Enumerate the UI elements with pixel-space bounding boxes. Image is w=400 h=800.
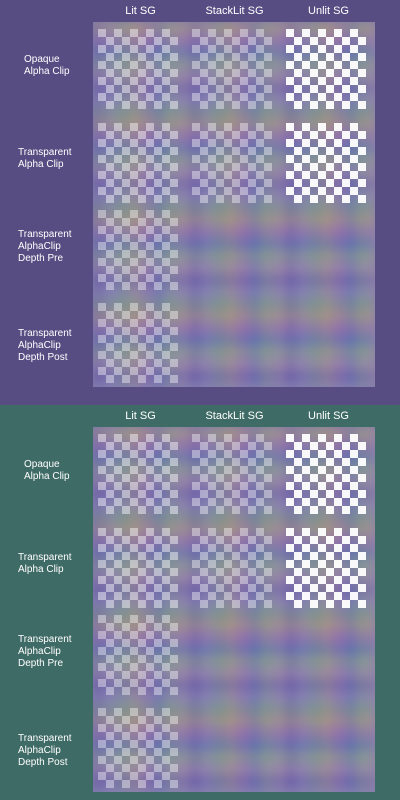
row-label-transparent-alphaclip-depth-pre: Transparent AlphaClip Depth Pre (18, 634, 98, 670)
row-label-opaque-alpha-clip: Opaque Alpha Clip (24, 54, 104, 78)
row-label-line: AlphaClip (18, 745, 61, 756)
row-label-line: Depth Pre (18, 253, 64, 264)
render-grid-teal (93, 427, 375, 792)
row-label-line: Transparent (18, 634, 72, 645)
checker-tile (98, 210, 178, 290)
row-label-transparent-alphaclip-depth-post: Transparent AlphaClip Depth Post (18, 733, 98, 769)
row-label-line: Transparent (18, 147, 72, 158)
row-label-line: Depth Post (18, 352, 68, 363)
checker-tile (192, 29, 272, 109)
render-grid-purple (93, 22, 375, 387)
row-label-opaque-alpha-clip: Opaque Alpha Clip (24, 459, 104, 483)
comparison-panel-teal: Lit SG StackLit SG Unlit SG Opaque Alpha… (0, 405, 400, 800)
row-label-line: Transparent (18, 328, 72, 339)
row-label-line: Depth Post (18, 757, 68, 768)
checker-tile (98, 615, 178, 695)
row-label-line: AlphaClip (18, 340, 61, 351)
checker-tile (98, 708, 178, 788)
checker-tile (98, 528, 178, 608)
row-label-transparent-alpha-clip: Transparent Alpha Clip (18, 552, 98, 576)
checker-tile (286, 528, 366, 608)
checker-tile (98, 123, 178, 203)
comparison-panel-purple: Lit SG StackLit SG Unlit SG Opaque Alpha… (0, 0, 400, 405)
checker-tile (286, 29, 366, 109)
row-label-line: Alpha Clip (24, 471, 70, 482)
row-label-line: Transparent (18, 229, 72, 240)
column-header-lit: Lit SG (125, 410, 156, 422)
row-label-line: AlphaClip (18, 646, 61, 657)
checker-tile (98, 303, 178, 383)
row-label-line: Transparent (18, 552, 72, 563)
column-header-lit: Lit SG (125, 5, 156, 17)
checker-tile (98, 434, 178, 514)
row-label-line: Alpha Clip (18, 159, 64, 170)
row-label-line: Depth Pre (18, 658, 64, 669)
checker-tile (286, 123, 366, 203)
row-label-transparent-alphaclip-depth-pre: Transparent AlphaClip Depth Pre (18, 229, 98, 265)
row-label-transparent-alphaclip-depth-post: Transparent AlphaClip Depth Post (18, 328, 98, 364)
render-grid-image (93, 22, 375, 387)
checker-tile (286, 434, 366, 514)
row-label-line: Alpha Clip (18, 564, 64, 575)
checker-tile (98, 29, 178, 109)
column-header-unlit: Unlit SG (308, 5, 349, 17)
row-label-line: AlphaClip (18, 241, 61, 252)
column-header-stacklit: StackLit SG (205, 5, 264, 17)
row-label-transparent-alpha-clip: Transparent Alpha Clip (18, 147, 98, 171)
column-header-stacklit: StackLit SG (205, 410, 264, 422)
checker-tile (192, 434, 272, 514)
row-label-line: Transparent (18, 733, 72, 744)
checker-tile (192, 123, 272, 203)
row-label-line: Alpha Clip (24, 66, 70, 77)
render-grid-image (93, 427, 375, 792)
row-label-line: Opaque (24, 54, 60, 65)
row-label-line: Opaque (24, 459, 60, 470)
column-header-unlit: Unlit SG (308, 410, 349, 422)
checker-tile (192, 528, 272, 608)
